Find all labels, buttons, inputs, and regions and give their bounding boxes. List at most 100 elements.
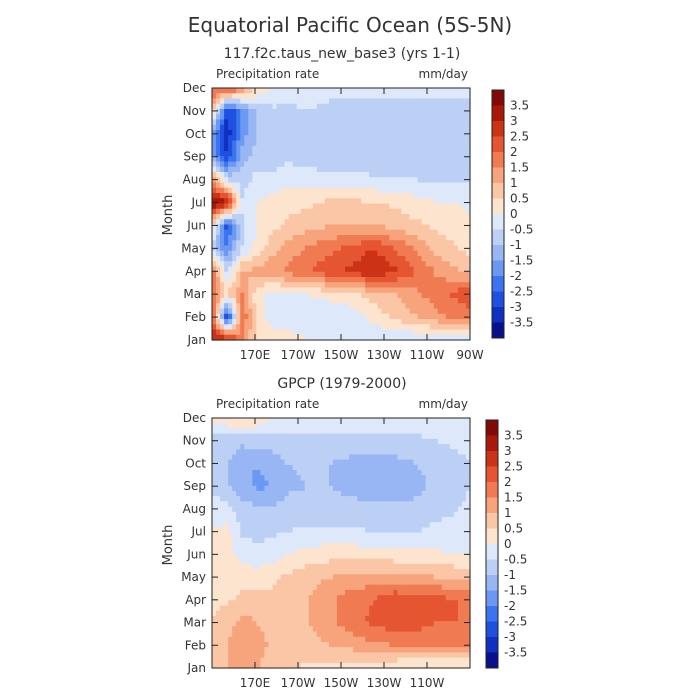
heatmap-cell [405,423,411,430]
heatmap-cell [336,240,342,247]
heatmap-cell [300,193,306,199]
heatmap-cell [220,156,225,163]
heatmap-cell [381,166,386,173]
heatmap-cell [369,548,374,555]
heatmap-cell [292,161,298,168]
heatmap-cell [385,98,390,105]
heatmap-cell [328,433,334,440]
heatmap-cell [332,511,338,518]
heatmap-cell [264,433,270,440]
heatmap-cell [324,140,330,147]
heatmap-cell [389,214,395,220]
heatmap-cell [417,88,423,94]
heatmap-cell [256,313,261,320]
heatmap-cell [433,130,439,136]
heatmap-cell [461,558,467,565]
heatmap-cell [445,496,451,502]
heatmap-cell [228,130,233,136]
heatmap-cell [292,511,298,518]
heatmap-cell [252,485,257,492]
heatmap-cell [409,490,415,497]
heatmap-cell [316,140,322,147]
heatmap-cell [252,516,257,523]
heatmap-cell [276,187,282,194]
heatmap-cell [316,240,322,247]
heatmap-cell [401,303,407,310]
heatmap-cell [268,459,274,466]
heatmap-cell [272,527,278,534]
heatmap-cell [244,543,249,549]
heatmap-cell [248,501,253,508]
heatmap-cell [288,324,294,331]
heatmap-cell [341,177,346,184]
heatmap-cell [405,449,411,456]
heatmap-cell [445,308,451,315]
heatmap-cell [445,485,451,492]
heatmap-cell [437,433,443,440]
heatmap-cell [397,324,403,331]
heatmap-cell [268,161,274,168]
heatmap-cell [228,527,233,534]
heatmap-cell [397,219,403,226]
heatmap-cell [320,245,326,252]
heatmap-cell [316,459,322,466]
heatmap-cell [345,166,350,173]
heatmap-cell [304,464,310,471]
heatmap-cell [405,166,411,173]
heatmap-cell [248,187,253,194]
heatmap-cell [441,187,447,194]
heatmap-cell [236,475,241,482]
heatmap-cell [345,182,350,189]
heatmap-cell [304,532,310,539]
heatmap-cell [276,527,282,534]
heatmap-cell [461,88,467,94]
heatmap-cell [264,543,270,549]
heatmap-cell [465,496,471,502]
heatmap-cell [260,124,266,131]
heatmap-cell [312,261,318,268]
heatmap-cell [445,266,451,273]
heatmap-cell [320,490,326,497]
heatmap-cell [308,537,314,544]
heatmap-cell [377,187,382,194]
heatmap-cell [272,187,278,194]
heatmap-cell [224,433,229,440]
heatmap-cell [276,214,282,220]
heatmap-cell [461,516,467,523]
heatmap-cell [212,103,217,110]
heatmap-cell [304,140,310,147]
heatmap-cell [417,454,423,461]
heatmap-cell [256,532,261,539]
heatmap-cell [449,558,455,565]
heatmap-cell [445,193,451,199]
heatmap-cell [256,449,261,456]
heatmap-cell [304,88,310,94]
heatmap-cell [292,303,298,310]
heatmap-cell [401,214,407,220]
heatmap-cell [361,516,366,523]
heatmap-cell [457,475,463,482]
heatmap-cell [465,130,471,136]
heatmap-cell [361,532,366,539]
heatmap-cell [425,287,431,294]
heatmap-cell [397,313,403,320]
heatmap-cell [449,428,455,435]
heatmap-cell [220,313,225,320]
heatmap-cell [377,271,382,278]
heatmap-cell [288,501,294,508]
heatmap-cell [268,145,274,152]
heatmap-cell [324,454,330,461]
heatmap-cell [421,240,427,247]
heatmap-cell [405,88,411,94]
heatmap-cell [260,449,266,456]
heatmap-cell [220,172,225,178]
heatmap-cell [389,444,395,450]
heatmap-cell [437,475,443,482]
heatmap-cell [441,261,447,268]
heatmap-cell [405,93,411,100]
heatmap-cell [353,256,358,262]
heatmap-cell [393,140,399,147]
heatmap-cell [393,145,399,152]
heatmap-cell [409,224,415,231]
heatmap-cell [341,516,346,523]
